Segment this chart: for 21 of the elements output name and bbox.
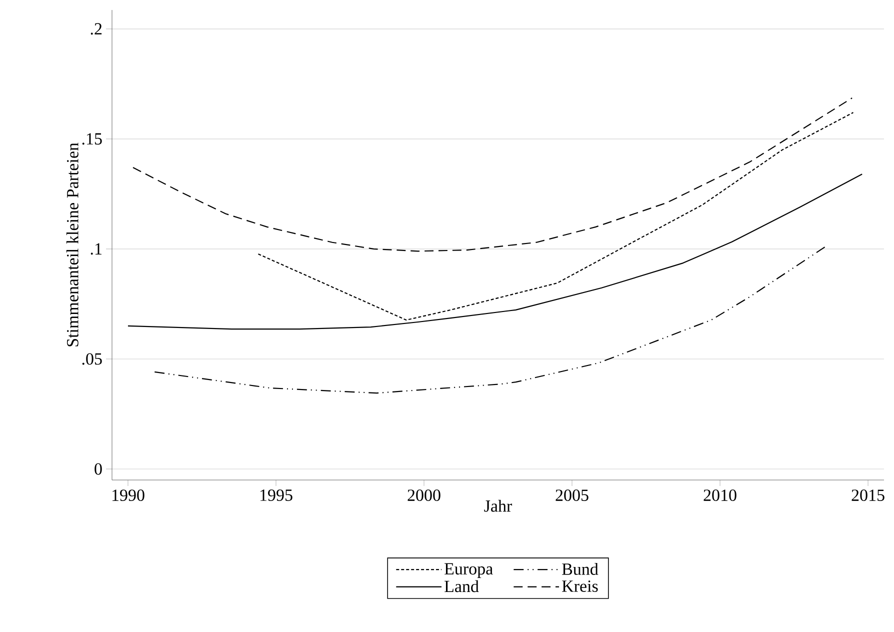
y-tick-label: .05 (82, 353, 102, 365)
line-series (154, 245, 828, 394)
y-tick-label: .1 (90, 243, 102, 255)
legend-label: Bund (562, 562, 598, 575)
x-axis-title: Jahr (484, 500, 512, 512)
line-series (127, 174, 863, 330)
y-axis-title: Stimmenanteil kleine Parteien (66, 142, 78, 346)
x-tick-label: 2000 (408, 490, 440, 501)
y-tick-label: .15 (82, 133, 102, 145)
x-tick-label: 2015 (852, 490, 884, 501)
legend-label: Europa (444, 563, 493, 578)
x-tick-label: 2005 (556, 490, 588, 501)
legend-label: Kreis (562, 580, 598, 592)
x-tick-label: 1990 (112, 490, 144, 501)
x-tick-label: 2010 (704, 490, 736, 501)
legend-label: Land (444, 580, 479, 592)
x-tick-label: 1995 (260, 490, 292, 501)
y-tick-label: .2 (90, 23, 102, 35)
line-series (258, 112, 854, 321)
line-series (132, 97, 853, 252)
y-tick-label: 0 (94, 463, 102, 475)
